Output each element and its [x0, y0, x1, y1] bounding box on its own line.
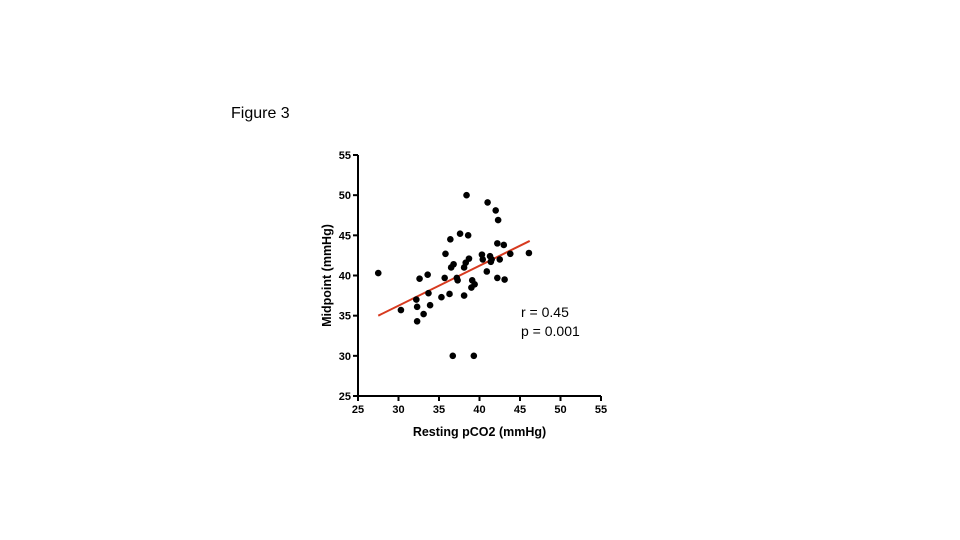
data-point: [456, 230, 464, 238]
data-point: [374, 269, 382, 277]
data-point: [449, 352, 457, 360]
data-point: [496, 256, 504, 263]
data-point: [413, 303, 421, 311]
y-tick-label: 30: [339, 351, 351, 363]
data-point: [450, 260, 457, 268]
correlation-p-label: p = 0.001: [521, 323, 580, 339]
data-points: [374, 191, 533, 360]
data-point: [494, 216, 502, 224]
y-tick-label: 35: [339, 311, 351, 323]
data-point: [442, 250, 449, 258]
figure-label: Figure 3: [231, 105, 290, 122]
data-point: [484, 199, 491, 206]
data-point: [506, 250, 514, 258]
data-point: [500, 241, 508, 249]
data-point: [426, 301, 434, 309]
data-point: [413, 296, 420, 303]
y-tick-label: 55: [339, 150, 351, 162]
y-tick-label: 40: [339, 271, 351, 283]
y-axis-title: Midpoint (mmHg): [320, 224, 334, 327]
data-point: [424, 271, 431, 278]
x-tick-label: 45: [514, 404, 526, 416]
data-point: [494, 240, 501, 247]
data-point: [465, 255, 473, 262]
correlation-r-label: r = 0.45: [521, 304, 569, 320]
data-point: [479, 256, 487, 263]
data-point: [483, 268, 491, 275]
data-point: [471, 281, 478, 288]
axes: 25 30 35 40 45 50 55 25 30 35 40 45 50 55: [339, 150, 607, 416]
x-tick-label: 50: [554, 404, 566, 416]
x-tick-label: 25: [352, 404, 364, 416]
data-point: [425, 289, 432, 297]
data-point: [525, 249, 533, 257]
data-point: [413, 317, 421, 325]
y-tick-label: 45: [339, 230, 351, 242]
y-tick-label: 25: [339, 391, 351, 403]
data-point: [447, 236, 454, 243]
data-point: [420, 310, 427, 318]
data-point: [397, 306, 405, 314]
data-point: [454, 277, 461, 284]
data-point: [494, 274, 501, 282]
data-point: [446, 290, 453, 298]
x-tick-label: 55: [595, 404, 607, 416]
data-point: [441, 274, 448, 282]
data-point: [501, 276, 508, 283]
data-point: [438, 293, 445, 301]
data-point: [416, 275, 423, 283]
x-tick-label: 40: [473, 404, 485, 416]
data-point: [460, 292, 468, 299]
x-tick-label: 35: [433, 404, 445, 416]
data-point: [492, 207, 500, 214]
y-tick-label: 50: [339, 190, 351, 202]
x-axis-title: Resting pCO2 (mmHg): [413, 425, 546, 439]
x-tick-label: 30: [392, 404, 404, 416]
data-point: [488, 256, 495, 263]
data-point: [463, 191, 470, 199]
data-point: [464, 232, 472, 239]
data-point: [470, 352, 478, 360]
